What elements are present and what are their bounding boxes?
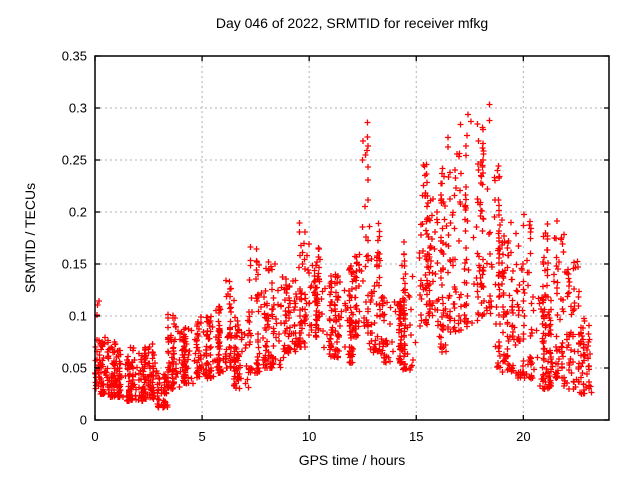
x-tick-label: 10: [302, 429, 316, 444]
plot-border: [94, 55, 610, 421]
x-tick-label: 15: [409, 429, 423, 444]
x-axis-label: GPS time / hours: [298, 452, 406, 468]
y-tick-label: 0: [80, 413, 87, 428]
y-tick-label: 0.35: [62, 49, 87, 64]
x-tick-label: 5: [198, 429, 205, 444]
y-tick-label: 0.15: [62, 257, 87, 272]
y-tick-label: 0.2: [69, 205, 87, 220]
y-tick-label: 0.1: [69, 309, 87, 324]
y-tick-label: 0.25: [62, 153, 87, 168]
x-tick-label: 20: [516, 429, 530, 444]
scatter-points: [92, 101, 595, 411]
chart-title: Day 046 of 2022, SRMTID for receiver mfk…: [215, 15, 489, 31]
x-tick-label: 0: [91, 429, 98, 444]
y-tick-label: 0.05: [62, 361, 87, 376]
y-tick-label: 0.3: [69, 101, 87, 116]
